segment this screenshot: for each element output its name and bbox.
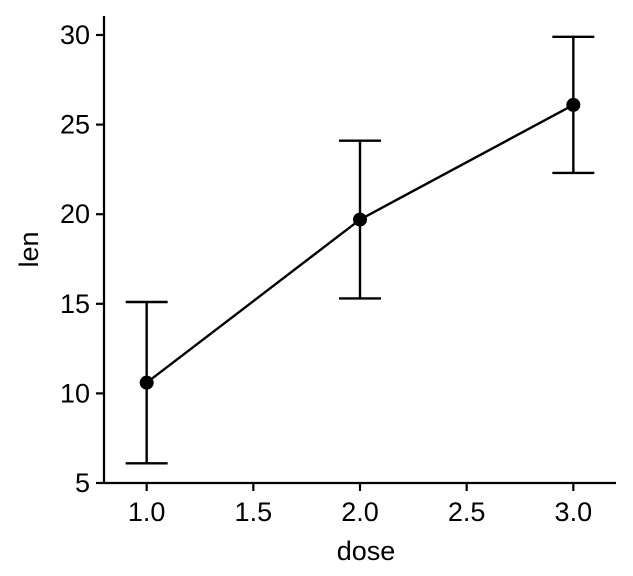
data-point: [139, 375, 154, 390]
x-tick-label: 1.5: [235, 497, 273, 527]
x-axis-ticks: 1.0 1.5 2.0 2.5 3.0: [128, 483, 592, 527]
x-tick-label: 2.5: [448, 497, 486, 527]
y-tick-label: 25: [60, 110, 90, 140]
y-tick-label: 10: [60, 378, 90, 408]
data-point: [566, 97, 581, 112]
y-tick-label: 30: [60, 20, 90, 50]
x-tick-label: 3.0: [555, 497, 593, 527]
y-tick-label: 20: [60, 199, 90, 229]
data-point: [353, 212, 367, 227]
y-tick-label: 5: [75, 468, 90, 498]
x-axis-title: dose: [337, 536, 396, 566]
series-layer: [125, 35, 595, 465]
y-tick-label: 15: [60, 289, 90, 319]
y-axis-title: len: [14, 231, 44, 267]
x-tick-label: 2.0: [341, 497, 379, 527]
y-axis-ticks: 5 10 15 20 25 30: [60, 20, 104, 498]
x-tick-label: 1.0: [128, 497, 166, 527]
